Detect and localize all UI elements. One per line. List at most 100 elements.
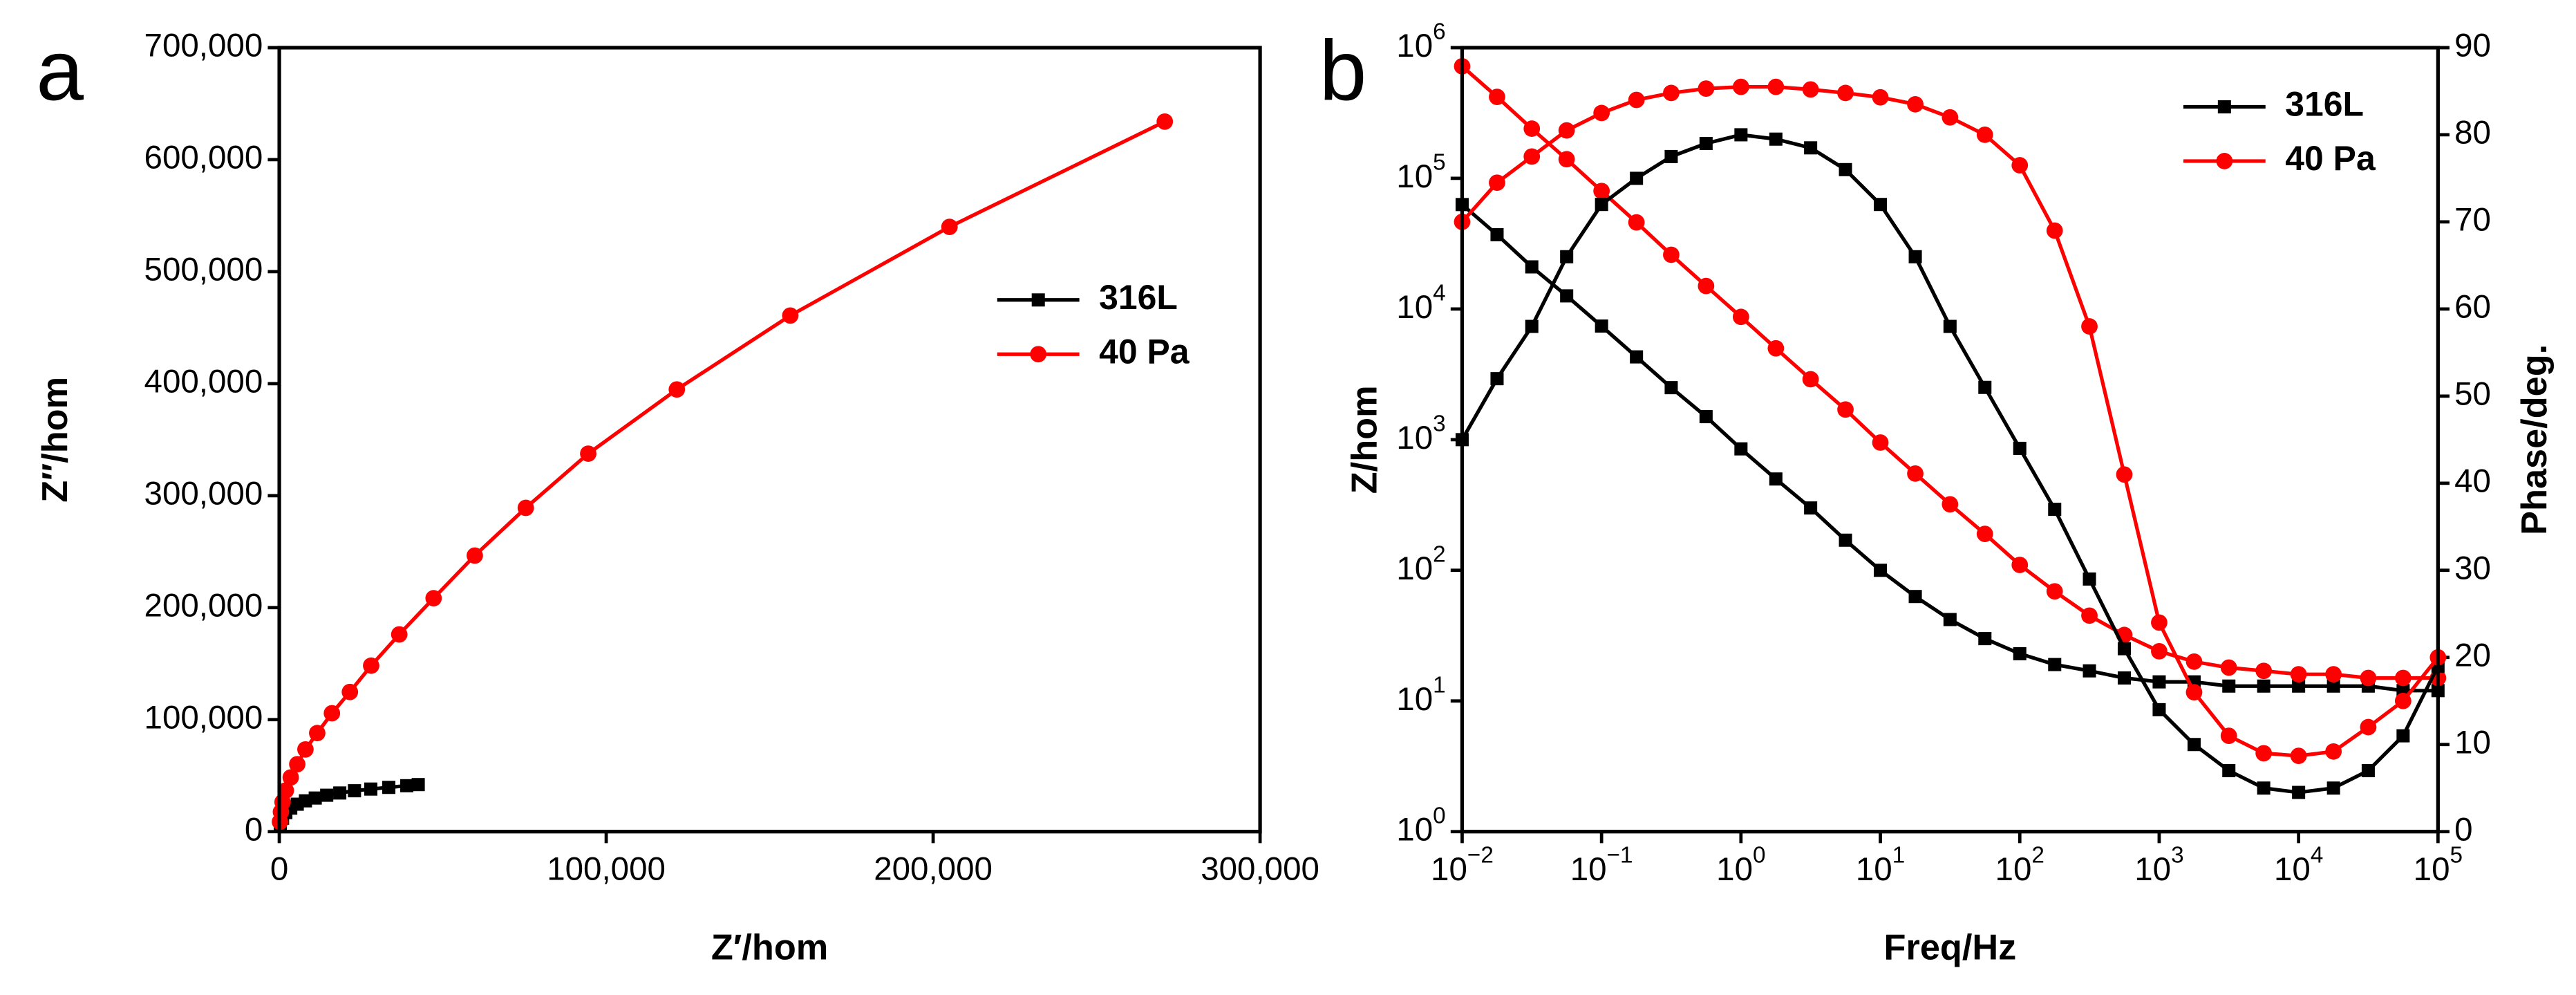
marker	[1525, 319, 1539, 333]
marker	[668, 381, 686, 398]
marker	[1698, 277, 1715, 295]
marker	[1628, 91, 1645, 109]
x-tick-label: 10−2	[1431, 842, 1494, 887]
marker	[1908, 250, 1922, 263]
marker	[1802, 81, 1819, 98]
x-tick-label: 104	[2274, 842, 2323, 887]
marker	[1943, 613, 1957, 626]
marker	[400, 779, 414, 792]
marker	[2081, 607, 2098, 624]
marker	[2116, 466, 2133, 483]
marker	[2013, 647, 2027, 660]
y-tick-label: 106	[1396, 19, 1445, 64]
marker	[1874, 564, 1888, 577]
marker	[1769, 132, 1783, 146]
marker	[2325, 666, 2342, 683]
marker	[1732, 78, 1749, 95]
y2-tick-label: 30	[2454, 550, 2491, 586]
marker	[2187, 738, 2201, 752]
marker	[2151, 614, 2168, 631]
x-tick-label: 101	[1856, 842, 1905, 887]
x-tick-label: 10−1	[1570, 842, 1633, 887]
marker	[1560, 289, 1574, 303]
y-tick-label: 0	[245, 811, 263, 848]
marker	[2011, 557, 2029, 573]
y2-tick-label: 50	[2454, 375, 2491, 412]
marker	[391, 626, 408, 643]
y-tick-label: 102	[1396, 541, 1445, 586]
marker	[1837, 401, 1854, 418]
y-tick-label: 600,000	[144, 139, 263, 176]
marker	[2083, 664, 2096, 678]
marker	[2290, 747, 2307, 765]
marker	[1156, 113, 1174, 130]
marker	[1732, 308, 1749, 326]
panel-letter: b	[1319, 23, 1367, 118]
y-tick-label: 700,000	[144, 28, 263, 64]
marker	[2255, 662, 2273, 680]
marker	[1630, 350, 1644, 364]
marker	[2048, 503, 2062, 517]
marker	[2220, 727, 2237, 745]
panel-letter: a	[36, 23, 84, 118]
marker	[2326, 679, 2340, 693]
y-tick-label: 200,000	[144, 587, 263, 624]
x-tick-label: 103	[2134, 842, 2183, 887]
y2-axis-title: Phase/deg.	[2514, 344, 2555, 535]
marker	[320, 788, 334, 802]
marker	[1943, 319, 1957, 333]
marker	[580, 445, 596, 462]
y2-tick-label: 10	[2454, 724, 2491, 761]
marker	[2325, 743, 2342, 760]
marker	[1698, 80, 1715, 97]
marker	[1804, 141, 1818, 155]
marker	[2117, 642, 2131, 655]
marker	[2217, 100, 2231, 114]
marker	[467, 547, 483, 564]
y2-tick-label: 70	[2454, 201, 2491, 238]
marker	[1628, 214, 1645, 231]
marker	[1907, 465, 1924, 482]
marker	[2152, 703, 2166, 716]
y-tick-label: 100	[1396, 803, 1445, 848]
legend-label: 40 Pa	[2285, 139, 2376, 178]
marker	[1595, 198, 1608, 212]
marker	[1593, 104, 1610, 122]
marker	[1560, 250, 1574, 263]
marker	[1031, 293, 1045, 307]
marker	[1767, 78, 1785, 95]
marker	[1978, 632, 1992, 646]
marker	[1908, 590, 1922, 604]
marker	[2222, 764, 2236, 778]
plot-frame	[1460, 46, 2440, 834]
marker	[2220, 659, 2237, 676]
marker	[1663, 84, 1680, 102]
y-tick-label: 104	[1396, 280, 1445, 325]
marker	[2290, 666, 2307, 683]
marker	[2361, 764, 2375, 778]
marker	[1030, 346, 1047, 363]
x-axis-title: Z′/hom	[711, 928, 828, 968]
x-axis-title: Freq/Hz	[1884, 928, 2017, 968]
marker	[1664, 149, 1678, 163]
marker	[941, 218, 958, 235]
marker	[2257, 781, 2271, 795]
y2-tick-label: 60	[2454, 288, 2491, 325]
marker	[1490, 372, 1504, 386]
marker	[364, 782, 378, 796]
marker	[2292, 679, 2306, 693]
x-tick-label: 300,000	[1201, 850, 1319, 887]
marker	[2257, 679, 2271, 693]
marker	[2011, 157, 2029, 174]
marker	[411, 778, 425, 792]
marker	[1978, 380, 1992, 394]
y2-tick-label: 40	[2454, 463, 2491, 499]
marker	[1942, 496, 1959, 513]
marker	[382, 781, 396, 794]
marker	[2394, 692, 2412, 709]
y-tick-label: 105	[1396, 149, 1445, 194]
y2-tick-label: 90	[2454, 28, 2491, 64]
legend-label: 40 Pa	[1099, 332, 1190, 371]
